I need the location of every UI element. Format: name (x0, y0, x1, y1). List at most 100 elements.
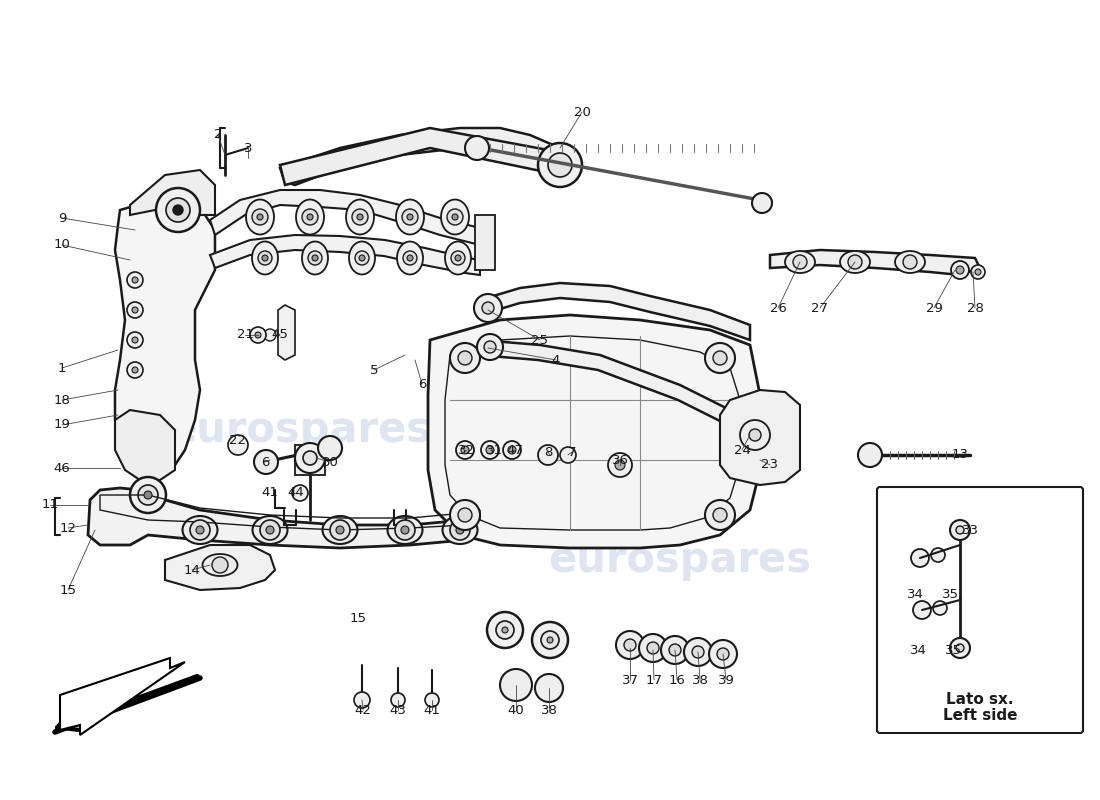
Text: 38: 38 (692, 674, 708, 686)
Circle shape (486, 446, 494, 454)
Circle shape (474, 294, 502, 322)
Circle shape (500, 669, 532, 701)
Text: 41: 41 (262, 486, 278, 499)
Ellipse shape (252, 242, 278, 274)
Text: 34: 34 (906, 589, 923, 602)
Circle shape (911, 549, 930, 567)
Polygon shape (295, 445, 324, 475)
Circle shape (264, 329, 276, 341)
Circle shape (407, 255, 412, 261)
Polygon shape (60, 658, 185, 735)
Circle shape (956, 644, 964, 652)
Circle shape (250, 327, 266, 343)
Circle shape (312, 255, 318, 261)
Circle shape (458, 351, 472, 365)
Circle shape (971, 265, 984, 279)
Text: 23: 23 (761, 458, 779, 471)
Circle shape (302, 451, 317, 465)
Text: 26: 26 (770, 302, 786, 314)
Polygon shape (720, 390, 800, 485)
Circle shape (252, 209, 268, 225)
Ellipse shape (785, 251, 815, 273)
Circle shape (403, 251, 417, 265)
Circle shape (132, 277, 138, 283)
Circle shape (358, 214, 363, 220)
Circle shape (717, 648, 729, 660)
Circle shape (308, 251, 322, 265)
Circle shape (933, 601, 947, 615)
Text: Left side: Left side (943, 709, 1018, 723)
Circle shape (336, 526, 344, 534)
Ellipse shape (446, 242, 471, 274)
Circle shape (461, 446, 469, 454)
Text: 24: 24 (734, 443, 750, 457)
Text: 34: 34 (910, 643, 926, 657)
Ellipse shape (296, 199, 324, 234)
Circle shape (749, 429, 761, 441)
Text: 8: 8 (543, 446, 552, 458)
Circle shape (126, 302, 143, 318)
Circle shape (262, 255, 268, 261)
Circle shape (156, 188, 200, 232)
Circle shape (950, 520, 970, 540)
Circle shape (465, 136, 490, 160)
Polygon shape (480, 283, 750, 340)
Circle shape (254, 450, 278, 474)
Text: 6: 6 (418, 378, 426, 390)
Circle shape (793, 255, 807, 269)
Text: 33: 33 (961, 523, 979, 537)
Polygon shape (478, 340, 755, 440)
Circle shape (228, 435, 248, 455)
Text: 35: 35 (942, 589, 958, 602)
Circle shape (705, 343, 735, 373)
Ellipse shape (441, 199, 469, 234)
Circle shape (661, 636, 689, 664)
Circle shape (560, 447, 576, 463)
Text: 7: 7 (568, 446, 576, 458)
Circle shape (258, 251, 272, 265)
Circle shape (616, 631, 644, 659)
Circle shape (713, 508, 727, 522)
Text: 35: 35 (945, 643, 961, 657)
Circle shape (144, 491, 152, 499)
Circle shape (295, 443, 324, 473)
Circle shape (402, 526, 409, 534)
Polygon shape (165, 545, 275, 590)
Text: 3: 3 (244, 142, 252, 154)
Text: 18: 18 (54, 394, 70, 406)
Circle shape (126, 362, 143, 378)
Ellipse shape (322, 516, 358, 544)
Circle shape (669, 644, 681, 656)
Circle shape (450, 520, 470, 540)
Ellipse shape (349, 242, 375, 274)
Circle shape (752, 193, 772, 213)
Circle shape (848, 255, 862, 269)
Circle shape (503, 441, 521, 459)
Text: 47: 47 (507, 443, 524, 457)
Text: Lato sx.: Lato sx. (946, 693, 1014, 707)
Circle shape (482, 302, 494, 314)
Circle shape (260, 520, 280, 540)
Text: 39: 39 (717, 674, 735, 686)
Polygon shape (88, 488, 480, 548)
Circle shape (692, 646, 704, 658)
Circle shape (354, 692, 370, 708)
Circle shape (318, 436, 342, 460)
Circle shape (355, 251, 368, 265)
Circle shape (484, 341, 496, 353)
Circle shape (647, 642, 659, 654)
Polygon shape (475, 215, 495, 270)
Circle shape (535, 674, 563, 702)
Text: 45: 45 (272, 329, 288, 342)
Text: 40: 40 (507, 703, 525, 717)
Circle shape (458, 508, 472, 522)
Ellipse shape (895, 251, 925, 273)
Circle shape (173, 205, 183, 215)
Circle shape (705, 500, 735, 530)
Circle shape (547, 637, 553, 643)
Circle shape (352, 209, 368, 225)
Circle shape (538, 143, 582, 187)
Circle shape (740, 420, 770, 450)
Text: 38: 38 (540, 703, 558, 717)
Text: 44: 44 (287, 486, 305, 499)
